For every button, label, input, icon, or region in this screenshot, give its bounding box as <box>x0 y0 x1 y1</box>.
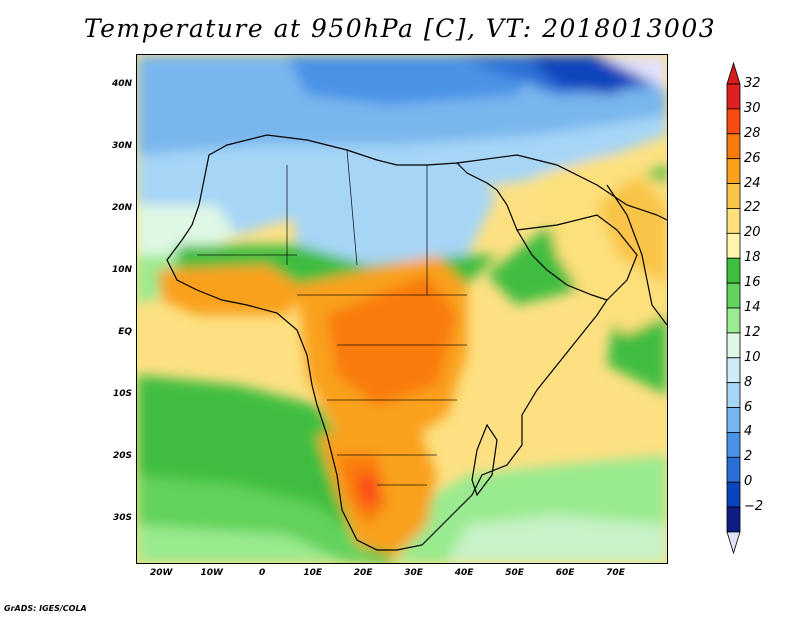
lon-tick-label: 40E <box>454 568 474 578</box>
lon-tick-label: 10W <box>200 568 223 578</box>
lat-tick-label: 20S <box>112 450 132 461</box>
colorbar-swatch <box>726 183 741 209</box>
colorbar-swatch <box>726 108 741 135</box>
colorbar <box>726 62 741 554</box>
lon-tick-label: 10E <box>303 568 322 578</box>
colorbar-bottom-triangle <box>726 531 741 554</box>
temperature-map <box>136 54 668 564</box>
map-canvas <box>137 55 667 563</box>
lon-tick-label: 0 <box>259 568 266 578</box>
colorbar-swatch <box>726 456 741 483</box>
lat-tick-label: EQ <box>118 326 132 337</box>
lon-tick-label: 30E <box>404 568 423 578</box>
colorbar-level-label: 32 <box>744 76 761 91</box>
country-borders <box>197 149 467 486</box>
colorbar-swatch <box>726 158 741 184</box>
colorbar-swatch <box>726 407 741 433</box>
colorbar-swatch <box>726 232 741 259</box>
colorbar-level-label: 28 <box>744 125 761 141</box>
colorbar-top-triangle <box>726 62 741 85</box>
colorbar-level-label: 14 <box>744 300 761 315</box>
colorbar-level-label: 22 <box>744 200 761 216</box>
colorbar-level-label: 0 <box>744 474 753 490</box>
colorbar-swatch <box>726 282 741 309</box>
lon-tick-label: 60E <box>555 568 575 578</box>
lat-tick-label: 10N <box>111 264 132 275</box>
colorbar-level-label: 4 <box>744 424 753 440</box>
lon-tick-label: 50E <box>505 568 524 578</box>
colorbar-swatch <box>726 257 741 284</box>
colorbar-swatch <box>726 133 741 160</box>
colorbar-level-label: 24 <box>744 175 761 191</box>
colorbar-level-label: 12 <box>744 324 761 340</box>
colorbar-level-label: 6 <box>744 399 753 415</box>
colorbar-swatch <box>726 506 741 533</box>
colorbar-swatch <box>726 307 741 334</box>
colorbar-level-label: 20 <box>744 225 761 241</box>
lat-tick-label: 10S <box>112 388 132 399</box>
map-title: Temperature at 950hPa [C], VT: 201801300… <box>83 14 717 43</box>
colorbar-swatch <box>726 481 741 508</box>
colorbar-level-label: 10 <box>744 349 761 365</box>
lat-tick-label: 30N <box>111 140 132 151</box>
colorbar-level-label: 8 <box>744 374 753 390</box>
lon-tick-label: 20E <box>353 568 373 578</box>
colorbar-level-label: −2 <box>744 499 764 515</box>
coastlines <box>166 134 667 551</box>
colorbar-swatch <box>726 208 741 234</box>
colorbar-level-label: 30 <box>744 100 761 116</box>
colorbar-level-label: 18 <box>744 250 761 266</box>
lon-tick-label: 20W <box>150 568 173 578</box>
colorbar-swatch <box>726 432 741 458</box>
colorbar-swatch <box>726 382 741 408</box>
colorbar-level-label: 2 <box>744 449 753 465</box>
colorbar-swatch <box>726 83 741 110</box>
colorbar-swatch <box>726 357 741 384</box>
lon-tick-label: 70E <box>606 568 625 578</box>
colorbar-swatch <box>726 332 741 359</box>
lat-tick-label: 40N <box>111 78 132 89</box>
colorbar-level-label: 16 <box>744 275 761 291</box>
grads-credit: GrADS: IGES/COLA <box>4 604 87 613</box>
lat-tick-label: 30S <box>112 512 132 523</box>
colorbar-level-label: 26 <box>744 150 761 166</box>
lat-tick-label: 20N <box>111 202 132 213</box>
